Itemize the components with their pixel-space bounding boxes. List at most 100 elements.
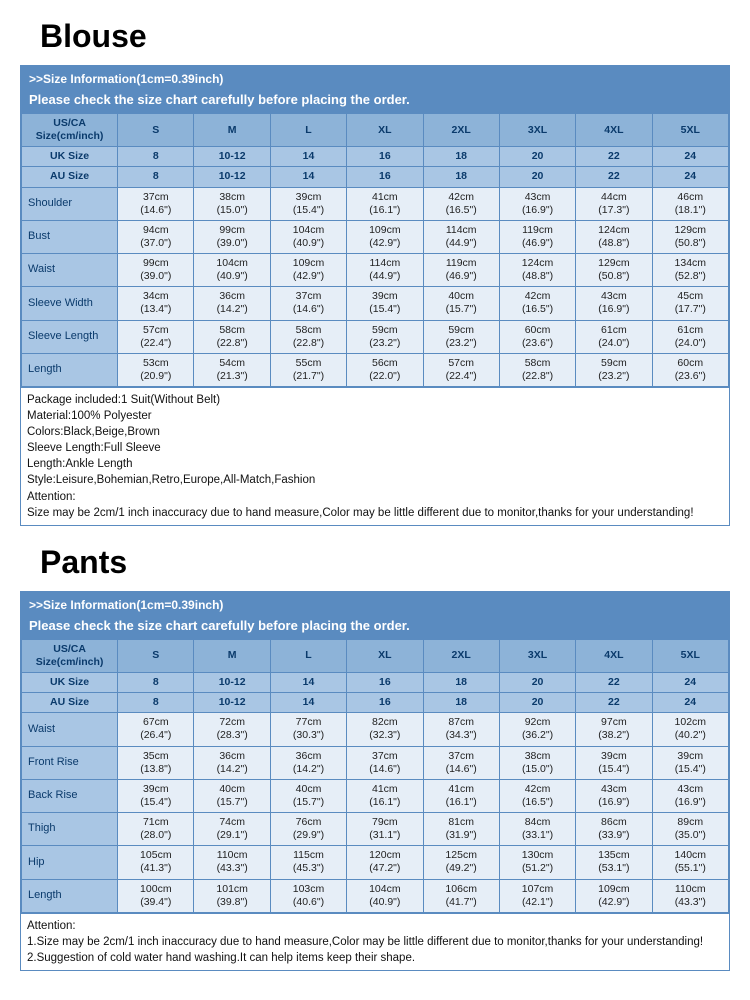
au-val: 16 xyxy=(347,167,423,187)
au-val: 8 xyxy=(118,167,194,187)
size-col: 4XL xyxy=(576,114,652,147)
size-col: 5XL xyxy=(652,114,728,147)
data-cell: 42cm(16.5") xyxy=(423,187,499,220)
data-cell: 61cm(24.0") xyxy=(576,320,652,353)
data-cell: 59cm(23.2") xyxy=(576,353,652,386)
au-val: 18 xyxy=(423,167,499,187)
note-line: Material:100% Polyester xyxy=(27,408,723,424)
data-cell: 104cm(40.9") xyxy=(347,879,423,912)
note-line: 1.Size may be 2cm/1 inch inaccuracy due … xyxy=(27,934,723,950)
uk-val: 8 xyxy=(118,673,194,693)
blouse-notes: Package included:1 Suit(Without Belt)Mat… xyxy=(20,388,730,526)
pants-info-header: >>Size Information(1cm=0.39inch) Please … xyxy=(21,592,729,639)
size-col: 2XL xyxy=(423,639,499,672)
uk-val: 20 xyxy=(499,673,575,693)
uk-val: 8 xyxy=(118,147,194,167)
data-cell: 134cm(52.8") xyxy=(652,254,728,287)
size-col: S xyxy=(118,639,194,672)
data-cell: 54cm(21.3") xyxy=(194,353,270,386)
au-val: 24 xyxy=(652,167,728,187)
size-col: M xyxy=(194,639,270,672)
data-cell: 42cm(16.5") xyxy=(499,287,575,320)
uk-val: 14 xyxy=(270,673,346,693)
uk-val: 22 xyxy=(576,147,652,167)
data-cell: 43cm(16.9") xyxy=(576,779,652,812)
data-cell: 35cm(13.8") xyxy=(118,746,194,779)
data-cell: 37cm(14.6") xyxy=(423,746,499,779)
note-line: Sleeve Length:Full Sleeve xyxy=(27,440,723,456)
data-cell: 34cm(13.4") xyxy=(118,287,194,320)
note-line: Style:Leisure,Bohemian,Retro,Europe,All-… xyxy=(27,472,723,488)
row-label: Back Rise xyxy=(22,779,118,812)
size-col: 5XL xyxy=(652,639,728,672)
size-col: 4XL xyxy=(576,639,652,672)
data-cell: 102cm(40.2") xyxy=(652,713,728,746)
blouse-info-header: >>Size Information(1cm=0.39inch) Please … xyxy=(21,66,729,113)
pants-table: US/CA Size(cm/inch)SMLXL2XL3XL4XL5XLUK S… xyxy=(21,639,729,913)
data-cell: 129cm(50.8") xyxy=(576,254,652,287)
uk-val: 16 xyxy=(347,673,423,693)
data-cell: 39cm(15.4") xyxy=(270,187,346,220)
note-line: Attention: xyxy=(27,489,723,505)
au-val: 14 xyxy=(270,693,346,713)
data-cell: 58cm(22.8") xyxy=(499,353,575,386)
note-line: Length:Ankle Length xyxy=(27,456,723,472)
data-cell: 57cm(22.4") xyxy=(118,320,194,353)
size-col: XL xyxy=(347,114,423,147)
data-cell: 103cm(40.6") xyxy=(270,879,346,912)
size-col: M xyxy=(194,114,270,147)
info-line1: >>Size Information(1cm=0.39inch) xyxy=(29,72,721,86)
uk-val: 10-12 xyxy=(194,673,270,693)
data-cell: 107cm(42.1") xyxy=(499,879,575,912)
data-cell: 39cm(15.4") xyxy=(347,287,423,320)
data-cell: 59cm(23.2") xyxy=(347,320,423,353)
uk-label: UK Size xyxy=(22,147,118,167)
info-line2: Please check the size chart carefully be… xyxy=(29,618,721,633)
data-cell: 106cm(41.7") xyxy=(423,879,499,912)
data-cell: 81cm(31.9") xyxy=(423,813,499,846)
size-col: S xyxy=(118,114,194,147)
au-val: 14 xyxy=(270,167,346,187)
data-cell: 36cm(14.2") xyxy=(194,287,270,320)
row-label: Sleeve Length xyxy=(22,320,118,353)
data-cell: 60cm(23.6") xyxy=(499,320,575,353)
pants-notes: Attention:1.Size may be 2cm/1 inch inacc… xyxy=(20,914,730,971)
size-col: L xyxy=(270,114,346,147)
note-line: Size may be 2cm/1 inch inaccuracy due to… xyxy=(27,505,723,521)
col-usca: US/CA Size(cm/inch) xyxy=(22,639,118,672)
data-cell: 36cm(14.2") xyxy=(270,746,346,779)
col-usca: US/CA Size(cm/inch) xyxy=(22,114,118,147)
data-cell: 58cm(22.8") xyxy=(194,320,270,353)
row-label: Front Rise xyxy=(22,746,118,779)
data-cell: 40cm(15.7") xyxy=(194,779,270,812)
data-cell: 104cm(40.9") xyxy=(194,254,270,287)
au-val: 10-12 xyxy=(194,693,270,713)
au-label: AU Size xyxy=(22,167,118,187)
table-row: Waist99cm(39.0")104cm(40.9")109cm(42.9")… xyxy=(22,254,729,287)
table-row: Waist67cm(26.4")72cm(28.3")77cm(30.3")82… xyxy=(22,713,729,746)
table-row: Bust94cm(37.0")99cm(39.0")104cm(40.9")10… xyxy=(22,220,729,253)
uk-val: 18 xyxy=(423,673,499,693)
pants-chart: >>Size Information(1cm=0.39inch) Please … xyxy=(20,591,730,914)
data-cell: 79cm(31.1") xyxy=(347,813,423,846)
data-cell: 94cm(37.0") xyxy=(118,220,194,253)
data-cell: 87cm(34.3") xyxy=(423,713,499,746)
data-cell: 110cm(43.3") xyxy=(652,879,728,912)
data-cell: 39cm(15.4") xyxy=(652,746,728,779)
data-cell: 38cm(15.0") xyxy=(499,746,575,779)
data-cell: 40cm(15.7") xyxy=(423,287,499,320)
uk-val: 14 xyxy=(270,147,346,167)
data-cell: 55cm(21.7") xyxy=(270,353,346,386)
data-cell: 38cm(15.0") xyxy=(194,187,270,220)
data-cell: 43cm(16.9") xyxy=(652,779,728,812)
data-cell: 37cm(14.6") xyxy=(270,287,346,320)
data-cell: 130cm(51.2") xyxy=(499,846,575,879)
data-cell: 72cm(28.3") xyxy=(194,713,270,746)
uk-val: 24 xyxy=(652,147,728,167)
au-val: 20 xyxy=(499,693,575,713)
data-cell: 77cm(30.3") xyxy=(270,713,346,746)
data-cell: 82cm(32.3") xyxy=(347,713,423,746)
data-cell: 41cm(16.1") xyxy=(347,187,423,220)
data-cell: 92cm(36.2") xyxy=(499,713,575,746)
uk-val: 16 xyxy=(347,147,423,167)
